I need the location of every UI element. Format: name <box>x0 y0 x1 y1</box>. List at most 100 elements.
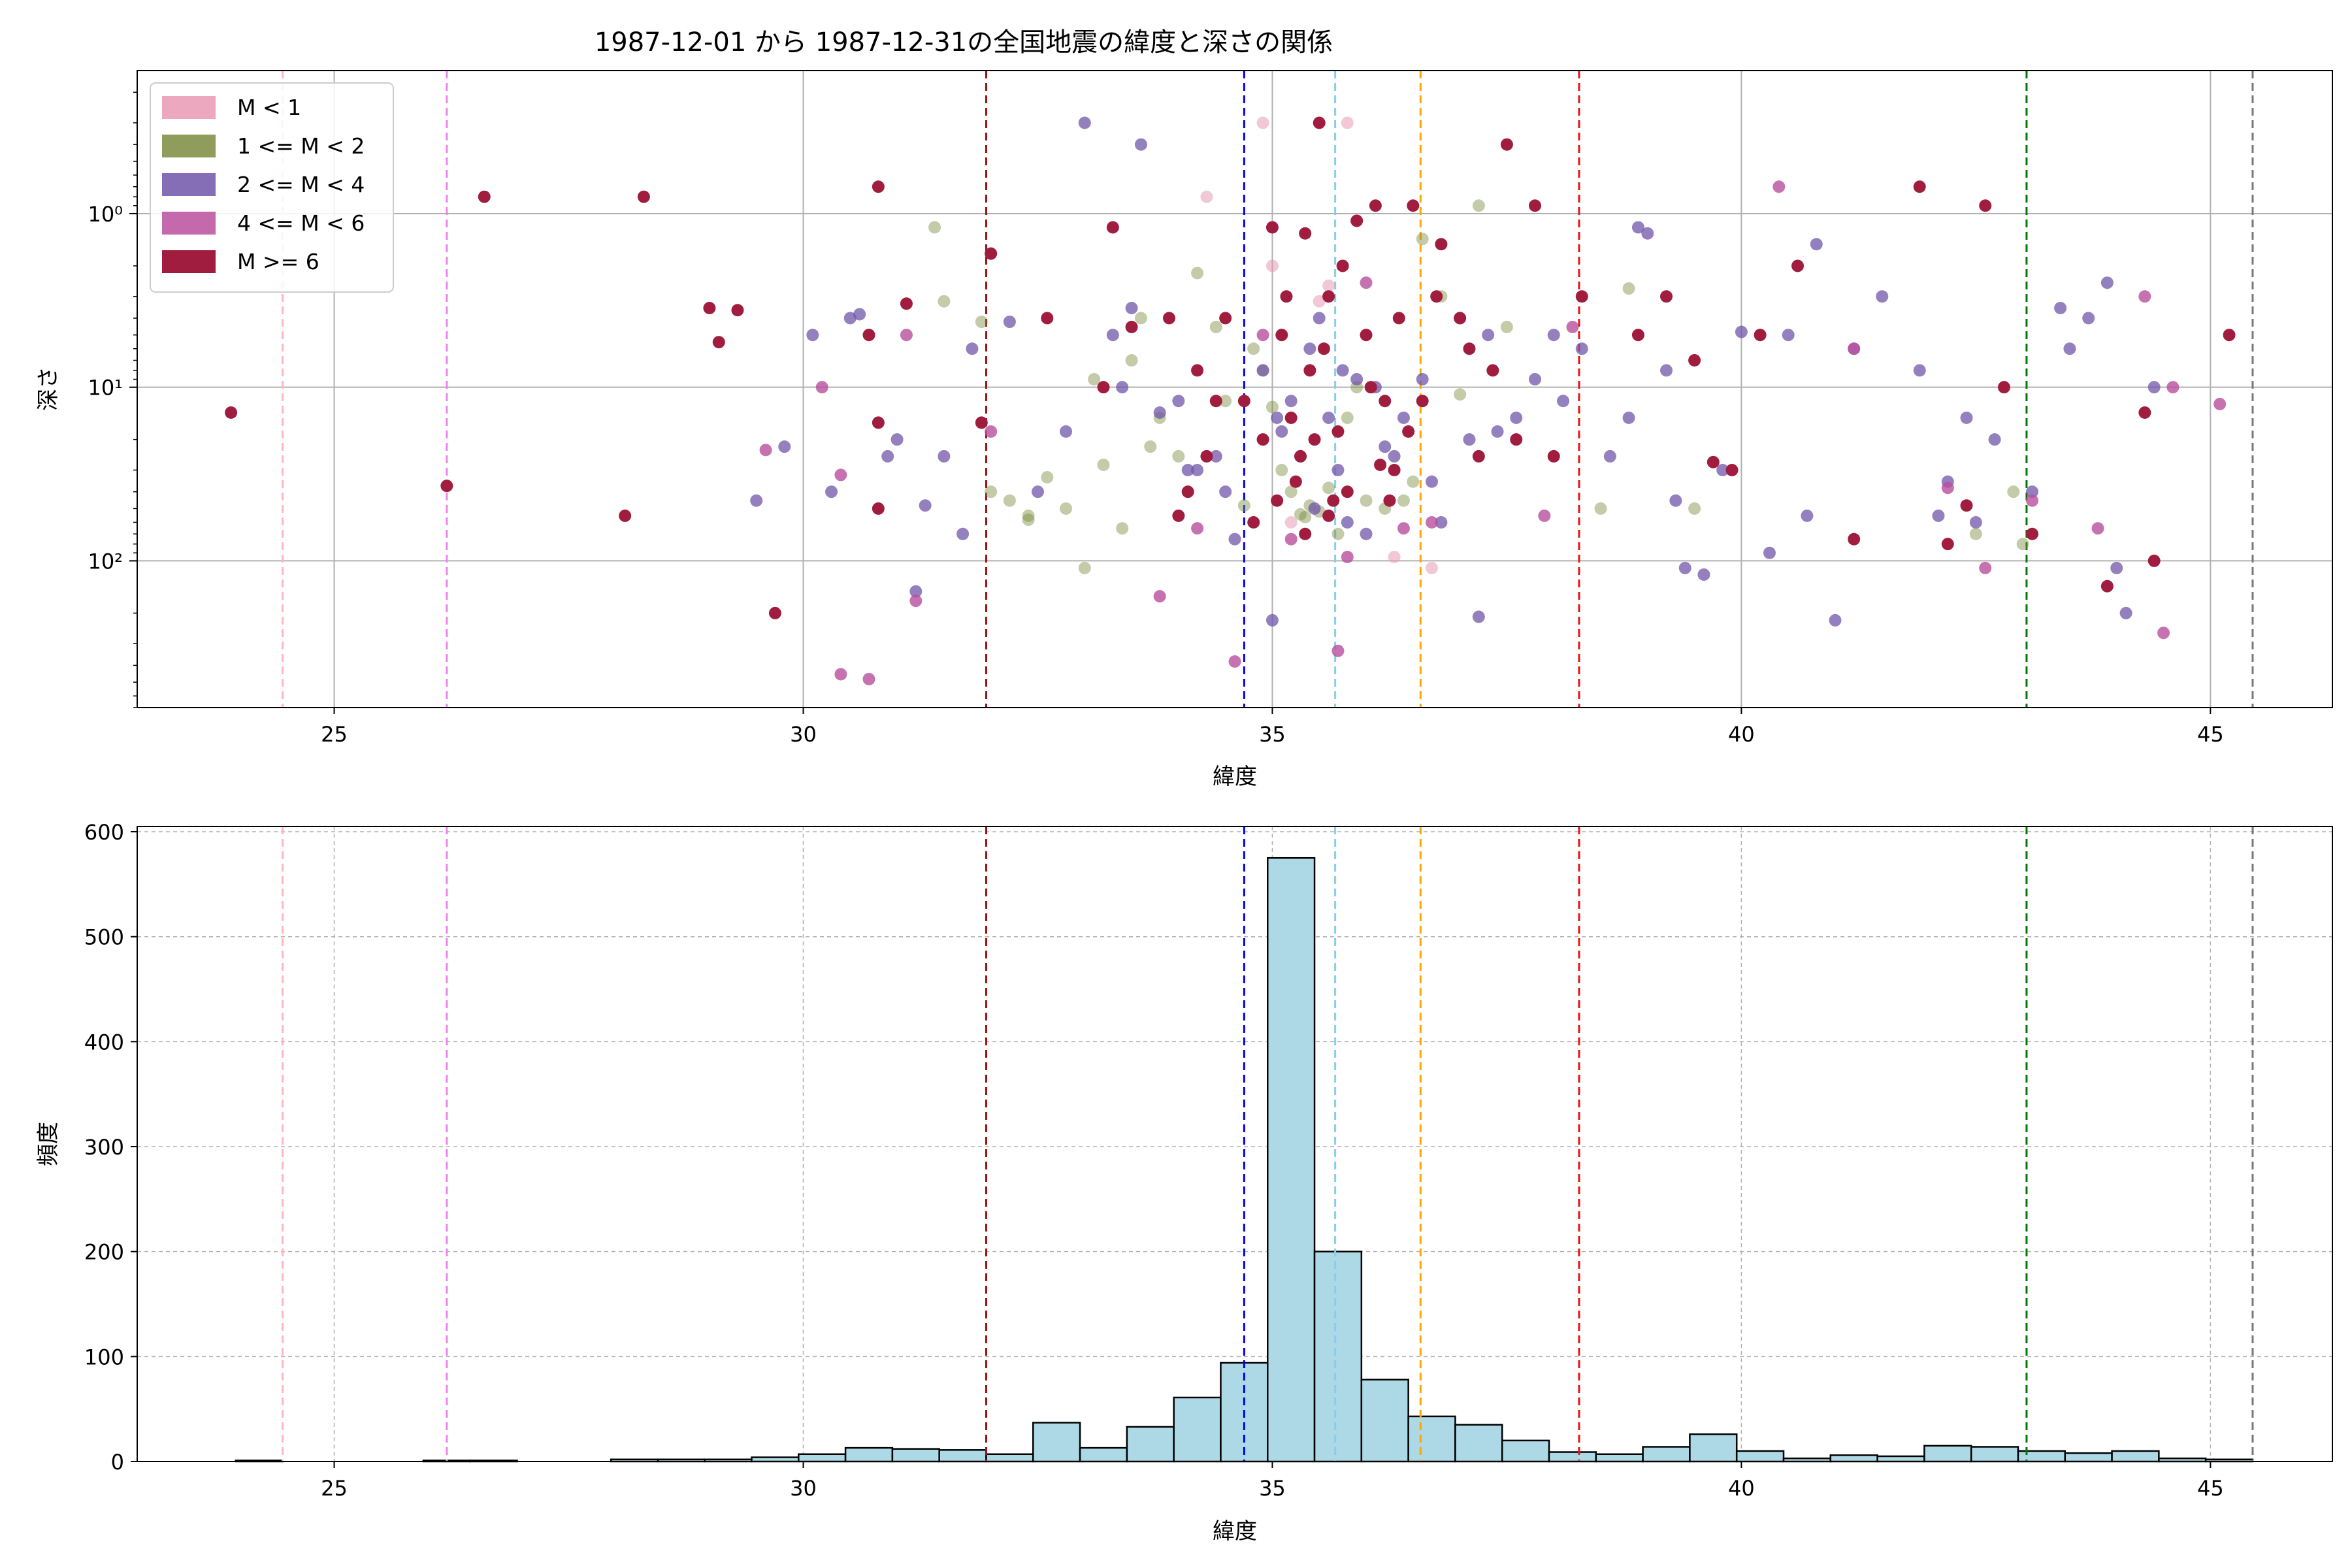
scatter-point-m_ge6 <box>1341 485 1354 498</box>
scatter-point-m_1_2 <box>1969 527 1982 540</box>
scatter-legend: M < 1 1 <= M < 2 2 <= M < 4 4 <= M < 6 M >= … <box>150 82 394 293</box>
scatter-point-m_ge6 <box>1308 433 1321 446</box>
scatter-point-m_4_6 <box>909 595 923 608</box>
histogram-bar <box>1126 1426 1175 1463</box>
scatter-point-m_lt1 <box>1388 551 1401 564</box>
scatter-point-m_2_4 <box>1660 364 1673 377</box>
scatter-point-m_ge6 <box>1200 449 1213 463</box>
scatter-point-m_lt1 <box>1322 279 1335 292</box>
scatter-point-m_1_2 <box>985 485 998 498</box>
histogram-x-tick-label: 30 <box>790 1476 817 1501</box>
histogram-y-tick-label: 200 <box>84 1240 124 1265</box>
scatter-point-m_lt1 <box>1341 116 1354 129</box>
histogram-x-tick-label: 25 <box>321 1476 348 1501</box>
scatter-point-m_2_4 <box>2119 606 2132 619</box>
legend-label: M >= 6 <box>237 249 319 274</box>
scatter-point-m_4_6 <box>900 329 913 342</box>
scatter-point-m_2_4 <box>1322 411 1335 424</box>
scatter-ticks: 25 30 35 40 45 10⁰ 10¹ 10² <box>88 91 2224 747</box>
scatter-point-m_1_2 <box>1322 482 1335 495</box>
scatter-point-m_2_4 <box>843 312 857 325</box>
scatter-point-m_2_4 <box>1463 433 1476 446</box>
scatter-point-m_ge6 <box>1392 312 1405 325</box>
scatter-plot-area <box>137 71 2332 708</box>
scatter-point-m_ge6 <box>1463 342 1476 355</box>
scatter-point-m_ge6 <box>872 180 885 193</box>
scatter-point-m_1_2 <box>1454 388 1467 401</box>
histogram-bar <box>1829 1454 1878 1463</box>
scatter-point-m_4_6 <box>1772 180 1786 193</box>
scatter-x-tick-label: 45 <box>2197 722 2224 747</box>
scatter-point-m_1_2 <box>1219 395 1232 408</box>
scatter-point-m_1_2 <box>1125 354 1138 367</box>
scatter-point-m_ge6 <box>1106 221 1119 234</box>
scatter-point-m_2_4 <box>2082 312 2095 325</box>
scatter-point-m_2_4 <box>1641 227 1654 240</box>
scatter-point-m_ge6 <box>1660 290 1673 303</box>
scatter-point-m_2_4 <box>806 329 819 342</box>
scatter-point-m_2_4 <box>1266 613 1279 627</box>
scatter-point-m_1_2 <box>1003 494 1016 507</box>
scatter-point-m_2_4 <box>1932 509 1945 522</box>
scatter-point-m_2_4 <box>956 527 970 540</box>
legend-label: 1 <= M < 2 <box>237 133 365 159</box>
scatter-point-m_ge6 <box>1299 227 1312 240</box>
scatter-y-tick-label: 10⁰ <box>88 202 123 227</box>
scatter-point-m_2_4 <box>1106 329 1119 342</box>
scatter-point-m_2_4 <box>2063 342 2076 355</box>
scatter-point-m_ge6 <box>1486 364 1499 377</box>
scatter-point-m_2_4 <box>1134 138 1147 151</box>
histogram-bar <box>1032 1422 1081 1463</box>
scatter-point-m_2_4 <box>909 585 923 598</box>
legend-label: M < 1 <box>237 95 301 120</box>
scatter-point-m_2_4 <box>2100 276 2114 289</box>
scatter-point-m_2_4 <box>1735 325 1748 338</box>
scatter-point-m_ge6 <box>1322 290 1335 303</box>
scatter-point-m_2_4 <box>1575 342 1588 355</box>
scatter-point-m_2_4 <box>778 440 791 453</box>
scatter-point-m_4_6 <box>2166 381 2180 394</box>
scatter-point-m_4_6 <box>2138 290 2151 303</box>
scatter-point-m_1_2 <box>1022 509 1035 522</box>
scatter-point-m_4_6 <box>1566 321 1579 334</box>
scatter-point-m_1_2 <box>1416 233 1429 246</box>
scatter-point-m_ge6 <box>1791 259 1805 272</box>
histogram-y-tick-label: 0 <box>111 1450 124 1475</box>
scatter-point-m_2_4 <box>881 449 894 463</box>
scatter-point-m_2_4 <box>1472 610 1485 623</box>
scatter-point-m_2_4 <box>919 499 932 512</box>
scatter-point-m_1_2 <box>1134 312 1147 325</box>
scatter-point-m_4_6 <box>834 468 847 482</box>
scatter-point-m_1_2 <box>2007 485 2020 498</box>
scatter-point-m_ge6 <box>768 606 781 619</box>
scatter-point-m_2_4 <box>1181 463 1194 476</box>
scatter-point-m_ge6 <box>1237 395 1250 408</box>
scatter-point-m_lt1 <box>1426 561 1439 574</box>
histogram-bar <box>891 1448 940 1463</box>
scatter-point-m_2_4 <box>1988 433 2001 446</box>
scatter-point-m_4_6 <box>985 425 998 438</box>
histogram-bar <box>1642 1446 1691 1463</box>
scatter-point-m_4_6 <box>2091 522 2104 535</box>
scatter-point-m_ge6 <box>1407 199 1420 212</box>
scatter-y-axis-label: 深さ <box>35 367 61 411</box>
scatter-point-m_4_6 <box>1256 329 1269 342</box>
scatter-point-m_2_4 <box>1303 342 1316 355</box>
scatter-point-m_1_2 <box>1144 440 1157 453</box>
scatter-point-m_ge6 <box>1097 381 1110 394</box>
scatter-point-m_ge6 <box>900 297 913 310</box>
scatter-point-m_1_2 <box>1622 282 1635 295</box>
scatter-point-m_ge6 <box>703 302 716 315</box>
scatter-point-m_2_4 <box>1603 449 1616 463</box>
scatter-point-m_1_2 <box>1407 475 1420 488</box>
scatter-point-m_ge6 <box>1725 463 1739 476</box>
histogram-bar <box>2111 1450 2160 1463</box>
scatter-point-m_1_2 <box>1275 463 1288 476</box>
scatter-point-m_ge6 <box>1402 425 1415 438</box>
scatter-point-m_ge6 <box>1271 494 1284 507</box>
scatter-point-m_ge6 <box>1416 395 1429 408</box>
scatter-point-m_2_4 <box>1308 502 1321 515</box>
scatter-point-m_ge6 <box>2100 580 2114 593</box>
scatter-point-m_ge6 <box>440 480 453 493</box>
